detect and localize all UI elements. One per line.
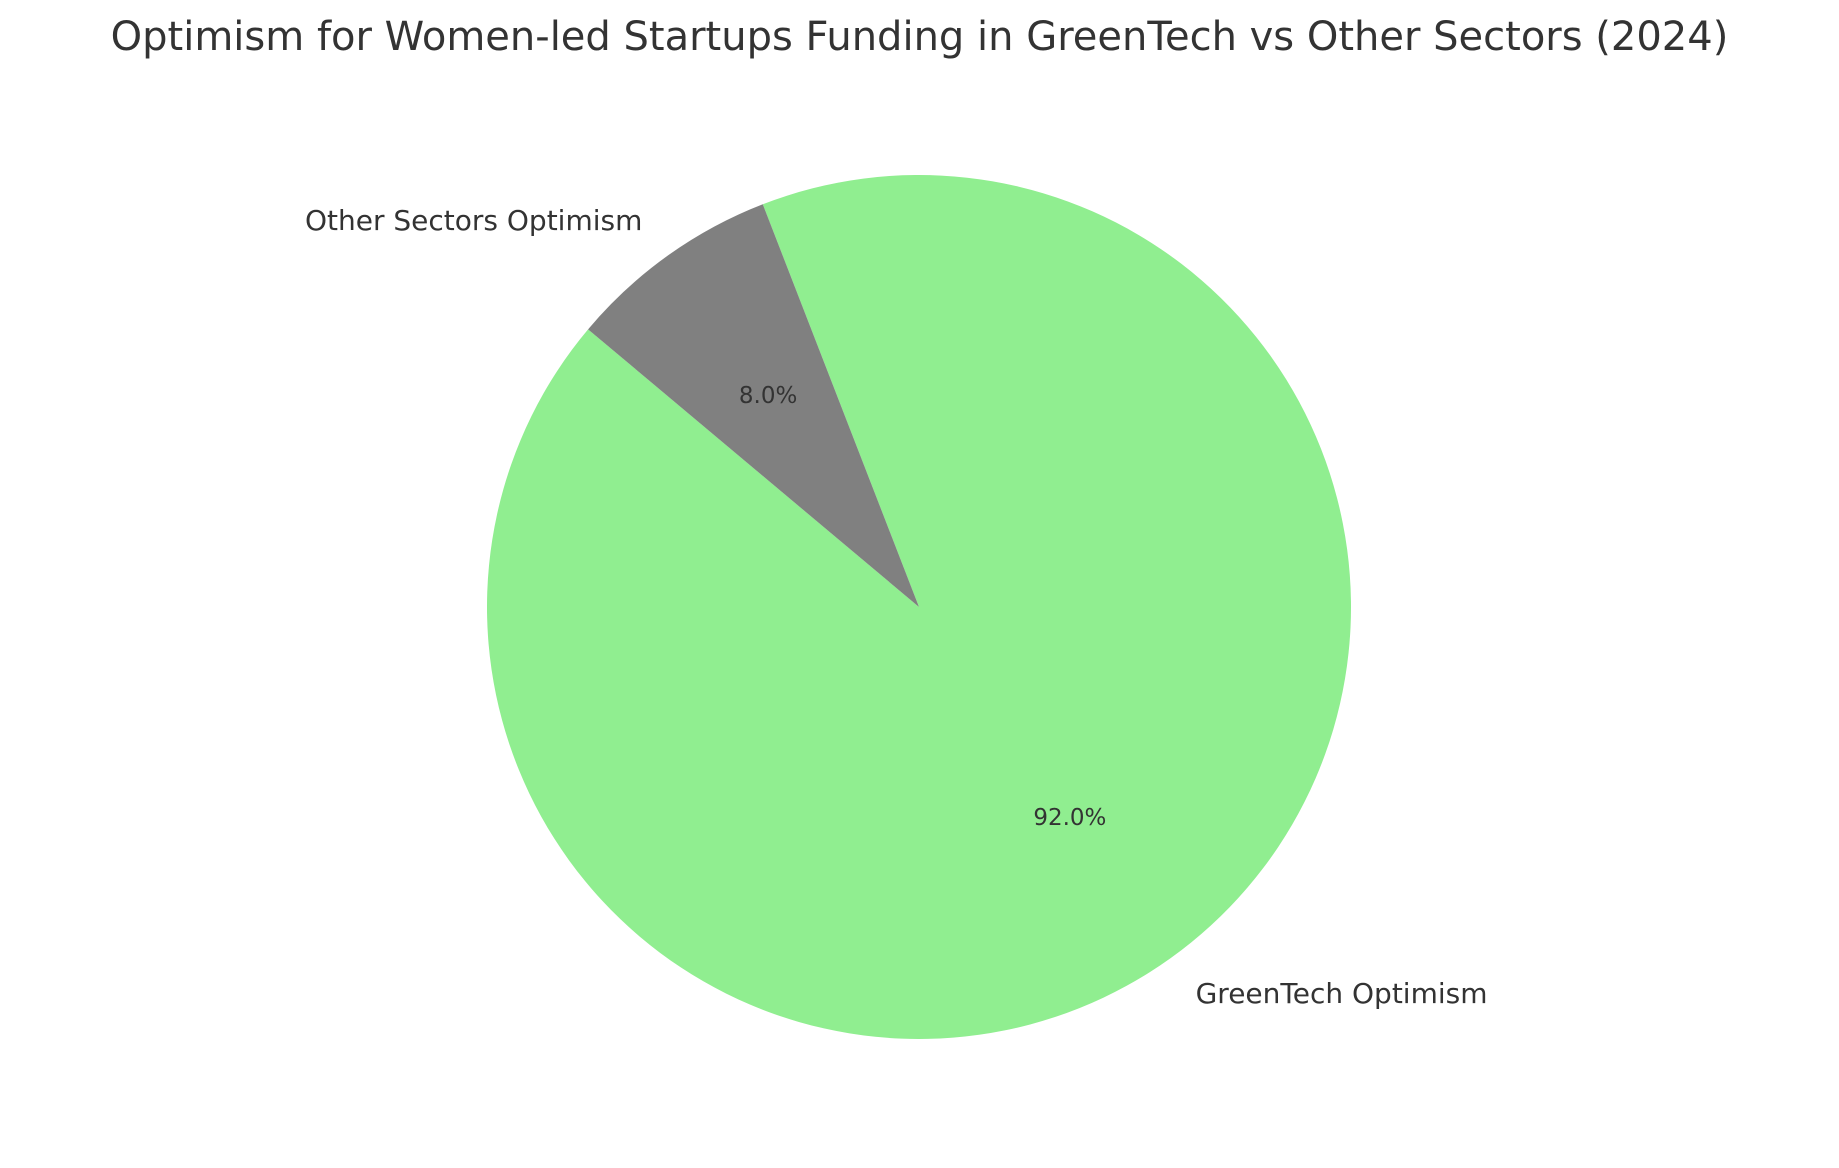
slice-percent-label-0: 92.0% <box>1033 805 1106 831</box>
labels-layer: GreenTech Optimism 92.0% Other Sectors Opt… <box>305 204 1488 1010</box>
pie-slice-0 <box>486 174 1351 1039</box>
pie-slice-1 <box>588 204 919 607</box>
chart-title: Optimism for Women-led Startups Funding … <box>110 14 1729 60</box>
slices-layer <box>486 174 1351 1039</box>
slice-label-1: Other Sectors Optimism <box>305 204 642 237</box>
slice-label-0: GreenTech Optimism <box>1196 977 1488 1010</box>
slice-percent-label-1: 8.0% <box>739 383 797 409</box>
